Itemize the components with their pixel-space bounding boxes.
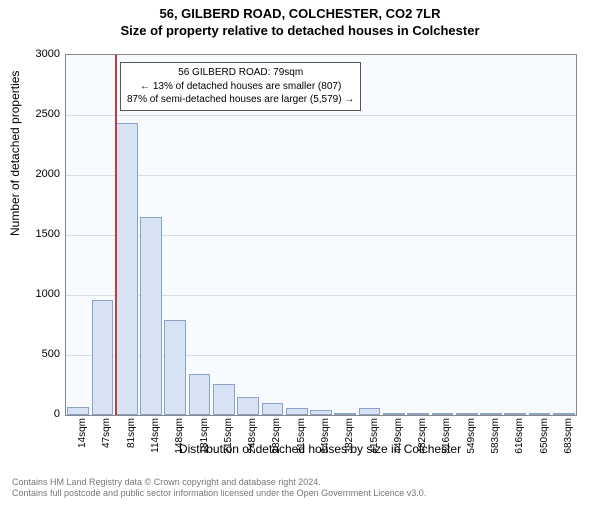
x-tick-label: 349sqm	[320, 418, 331, 458]
x-tick-label: 81sqm	[126, 418, 137, 458]
x-tick-label: 549sqm	[466, 418, 477, 458]
histogram-bar	[359, 408, 381, 415]
x-tick-label: 616sqm	[514, 418, 525, 458]
histogram-bar	[407, 413, 429, 415]
histogram-bar	[432, 413, 454, 415]
y-tick-label: 2000	[10, 168, 60, 180]
x-tick-label: 683sqm	[563, 418, 574, 458]
histogram-bar	[504, 413, 526, 415]
histogram-bar	[480, 413, 502, 415]
property-marker-line	[115, 55, 117, 415]
x-tick-label: 315sqm	[296, 418, 307, 458]
info-box-line: 56 GILBERD ROAD: 79sqm	[127, 66, 354, 80]
x-tick-label: 415sqm	[369, 418, 380, 458]
histogram-bar	[213, 384, 235, 415]
x-tick-label: 583sqm	[490, 418, 501, 458]
x-tick-label: 382sqm	[344, 418, 355, 458]
histogram-bar	[310, 410, 332, 415]
x-tick-label: 47sqm	[101, 418, 112, 458]
property-info-box: 56 GILBERD ROAD: 79sqm← 13% of detached …	[120, 62, 361, 111]
y-tick-label: 0	[10, 408, 60, 420]
histogram-bar	[164, 320, 186, 415]
y-axis-label: Number of detached properties	[8, 71, 22, 236]
x-tick-label: 482sqm	[417, 418, 428, 458]
y-tick-label: 1000	[10, 288, 60, 300]
x-tick-label: 181sqm	[199, 418, 210, 458]
x-tick-label: 14sqm	[77, 418, 88, 458]
x-tick-label: 650sqm	[539, 418, 550, 458]
info-box-line: 87% of semi-detached houses are larger (…	[127, 93, 354, 107]
histogram-bar	[67, 407, 89, 415]
histogram-bar	[456, 413, 478, 415]
footer-line-1: Contains HM Land Registry data © Crown c…	[12, 477, 426, 489]
page-title-2: Size of property relative to detached ho…	[0, 23, 600, 38]
histogram-bar	[286, 408, 308, 415]
histogram-bar	[383, 413, 405, 415]
histogram-bar	[116, 123, 138, 415]
y-tick-label: 2500	[10, 108, 60, 120]
histogram-bar	[189, 374, 211, 415]
x-tick-label: 215sqm	[223, 418, 234, 458]
info-box-line: ← 13% of detached houses are smaller (80…	[127, 80, 354, 94]
y-tick-label: 1500	[10, 228, 60, 240]
histogram-bar	[529, 413, 551, 415]
x-tick-label: 449sqm	[393, 418, 404, 458]
histogram-bar	[92, 300, 114, 415]
gridline	[66, 175, 576, 176]
page-title-1: 56, GILBERD ROAD, COLCHESTER, CO2 7LR	[0, 6, 600, 21]
attribution-footer: Contains HM Land Registry data © Crown c…	[12, 477, 426, 500]
histogram-bar	[262, 403, 284, 415]
histogram-bar	[553, 413, 575, 415]
footer-line-2: Contains full postcode and public sector…	[12, 488, 426, 500]
x-tick-label: 248sqm	[247, 418, 258, 458]
x-tick-label: 114sqm	[150, 418, 161, 458]
x-tick-label: 282sqm	[271, 418, 282, 458]
y-tick-label: 3000	[10, 48, 60, 60]
gridline	[66, 115, 576, 116]
histogram-bar	[140, 217, 162, 415]
y-tick-label: 500	[10, 348, 60, 360]
histogram-bar	[334, 413, 356, 415]
x-tick-label: 148sqm	[174, 418, 185, 458]
x-tick-label: 516sqm	[441, 418, 452, 458]
histogram-bar	[237, 397, 259, 415]
